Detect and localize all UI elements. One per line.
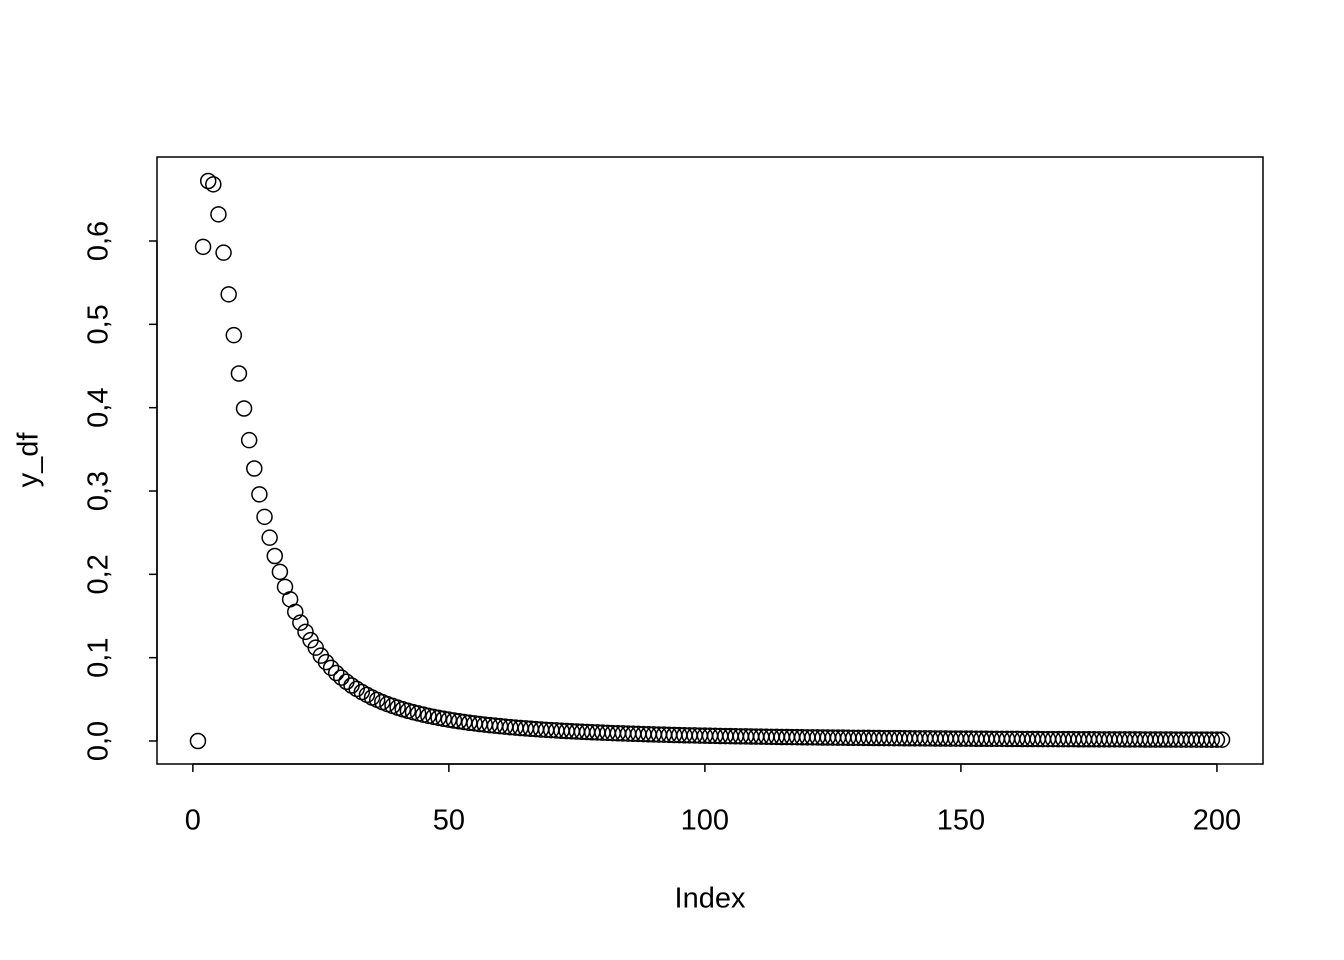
point: [420, 707, 437, 725]
x-tick-label: 150: [937, 805, 985, 837]
y-tick-label: 0,5: [83, 304, 115, 344]
point: [194, 238, 212, 256]
point: [256, 508, 273, 526]
point: [266, 547, 284, 565]
y-tick-label: 0,3: [83, 471, 115, 511]
point: [317, 653, 335, 671]
x-tick-label: 0: [185, 805, 201, 837]
point: [333, 669, 350, 686]
y-tick-label: 0,6: [83, 221, 115, 261]
plot-frame: [156, 156, 1264, 765]
point: [251, 486, 268, 503]
point: [322, 659, 340, 677]
point: [225, 326, 243, 344]
point: [425, 708, 442, 726]
y-tick-label: 0,0: [83, 721, 115, 761]
point: [246, 460, 263, 477]
point: [199, 172, 217, 190]
point: [210, 206, 227, 223]
x-tick-label: 50: [433, 805, 465, 837]
point: [287, 603, 304, 621]
point: [399, 702, 417, 719]
point: [205, 176, 222, 193]
point: [230, 365, 248, 382]
point: [430, 709, 447, 727]
point: [220, 286, 237, 303]
y-axis-label: y_df: [13, 432, 45, 488]
point: [297, 623, 314, 641]
x-axis-label: Index: [675, 883, 746, 915]
point: [261, 529, 278, 546]
y-tick-label: 0,4: [83, 388, 115, 428]
point: [338, 673, 355, 690]
y-tick-label: 0,2: [83, 554, 115, 594]
point: [292, 614, 309, 631]
point: [215, 244, 232, 261]
point: [409, 705, 427, 722]
point: [271, 563, 289, 581]
y-tick-label: 0,1: [83, 638, 115, 678]
point: [1203, 731, 1221, 748]
point: [307, 639, 324, 656]
point: [327, 664, 345, 682]
point: [1208, 731, 1226, 748]
x-tick-label: 200: [1193, 805, 1241, 837]
point: [1213, 731, 1231, 748]
point: [235, 400, 253, 417]
point: [404, 703, 422, 721]
point: [240, 431, 258, 449]
point: [189, 732, 207, 750]
x-tick-label: 100: [681, 805, 729, 837]
